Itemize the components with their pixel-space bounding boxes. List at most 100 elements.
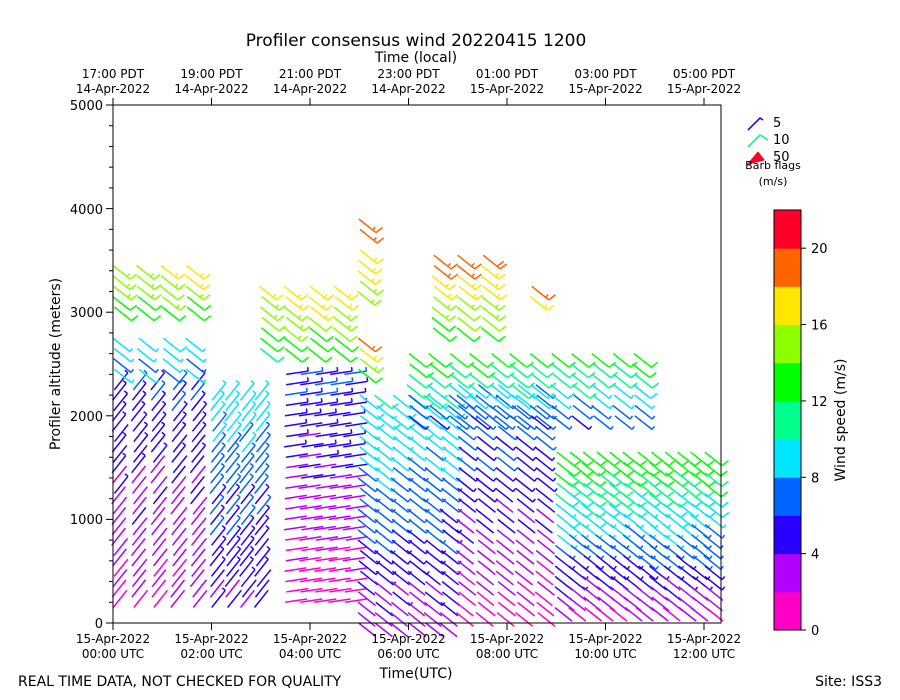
wind-barb	[329, 453, 352, 458]
wind-barb	[497, 456, 518, 472]
wind-barb	[241, 411, 257, 432]
wind-barb	[497, 581, 516, 596]
wind-barb	[192, 538, 207, 557]
wind-barb	[136, 285, 162, 301]
wind-barb	[360, 570, 379, 586]
wind-barb	[392, 394, 414, 410]
wind-barb	[111, 431, 127, 453]
wind-barb	[345, 536, 368, 541]
wind-barb	[613, 384, 634, 399]
wind-barb	[516, 591, 535, 607]
wind-barb	[328, 577, 351, 583]
wind-barb	[152, 548, 168, 567]
wind-barb	[256, 494, 272, 515]
wind-barb	[582, 513, 607, 529]
colorbar-frame	[773, 209, 802, 631]
wind-barb	[239, 514, 255, 536]
wind-barb	[477, 498, 496, 513]
wind-barb	[314, 567, 337, 572]
wind-barb	[313, 525, 337, 531]
wind-barb	[225, 390, 240, 412]
wind-barb	[254, 483, 270, 505]
wind-barb	[344, 567, 368, 572]
wind-barb	[456, 518, 475, 534]
wind-barb	[475, 612, 494, 627]
wind-barb	[328, 598, 351, 604]
wind-barb	[113, 368, 135, 384]
wind-barb	[651, 451, 676, 467]
wind-barb	[209, 514, 225, 536]
wind-barb	[260, 337, 285, 353]
wind-barb	[314, 463, 337, 469]
wind-barb	[609, 451, 634, 467]
wind-barb	[298, 567, 321, 572]
wind-barb	[597, 492, 623, 508]
wind-barb	[309, 285, 335, 301]
wind-barb	[300, 587, 323, 593]
colorbar-tick-label: 20	[811, 242, 828, 257]
wind-barb	[650, 606, 669, 622]
wind-barb	[300, 422, 323, 427]
wind-barb	[329, 397, 353, 407]
plot-frame	[112, 104, 722, 624]
wind-barb	[162, 368, 184, 384]
wind-barb	[253, 589, 269, 608]
wind-barb	[136, 306, 162, 322]
wind-barb	[130, 538, 146, 557]
wind-barb	[517, 518, 536, 534]
x-tick-time: 10:00 UTC	[574, 647, 636, 661]
wind-barb	[406, 384, 432, 399]
wind-barb	[489, 404, 510, 420]
wind-barb	[439, 612, 458, 627]
wind-barb	[333, 316, 359, 332]
top-tick-time: 17:00 PDT	[82, 67, 145, 81]
wind-barb	[408, 415, 430, 430]
wind-barb	[457, 560, 476, 576]
colorbar-segment	[774, 362, 801, 402]
wind-barb	[551, 394, 572, 410]
wind-barb	[131, 506, 147, 526]
wind-barb	[209, 579, 225, 598]
wind-barb	[254, 390, 270, 412]
wind-barb	[441, 581, 460, 596]
wind-barb	[535, 549, 554, 565]
wind-barb	[529, 353, 555, 368]
wind-barb	[152, 442, 168, 463]
wind-barb	[495, 477, 517, 493]
wind-barb	[113, 285, 138, 301]
chart-title: Profiler consensus wind 20220415 1200	[246, 31, 587, 51]
quality-note: REAL TIME DATA, NOT CHECKED FOR QUALITY	[18, 674, 342, 690]
wind-barb	[256, 431, 271, 453]
wind-barb	[191, 517, 207, 536]
wind-barb	[582, 575, 601, 591]
wind-barb	[191, 411, 207, 432]
wind-barb	[308, 316, 333, 332]
wind-barb	[649, 472, 675, 487]
wind-barb	[455, 477, 477, 493]
wind-barb	[537, 477, 558, 493]
wind-barb	[285, 536, 308, 541]
wind-barb	[239, 494, 254, 515]
wind-barb	[328, 504, 351, 510]
wind-barb	[283, 306, 309, 322]
wind-barb	[286, 429, 309, 438]
colorbar-segment	[774, 591, 801, 631]
wind-barb	[495, 487, 514, 503]
wind-barb	[582, 451, 608, 467]
wind-barb	[475, 477, 497, 493]
wind-barb	[568, 606, 587, 622]
wind-barb	[254, 452, 270, 474]
wind-barb	[171, 517, 186, 536]
wind-barb	[609, 461, 635, 477]
wind-barb	[447, 404, 469, 420]
wind-barb	[536, 601, 555, 617]
wind-barb	[210, 504, 225, 526]
legend-flag-50-icon	[746, 151, 765, 165]
wind-barb	[429, 404, 450, 420]
wind-barb	[132, 517, 148, 536]
wind-barb	[458, 591, 477, 607]
wind-barb	[423, 612, 442, 627]
wind-barb	[314, 408, 337, 417]
